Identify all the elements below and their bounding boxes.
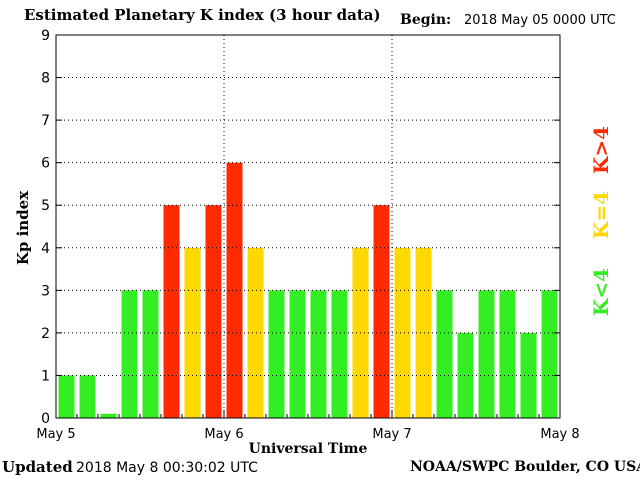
- y-tick-label: 9: [41, 28, 50, 44]
- kp-bar: [163, 205, 180, 418]
- kp-bar: [478, 290, 495, 418]
- begin-label: Begin:: [400, 12, 452, 28]
- y-tick-label: 3: [41, 283, 50, 299]
- x-axis-label: Universal Time: [249, 441, 368, 457]
- tick-labels: 0 1 2 3 4 5 6 7 8 9 May 5 May 6 May 7 May 8: [36, 28, 579, 442]
- y-axis-label: Kp index: [14, 190, 32, 265]
- y-tick-label: 5: [41, 198, 50, 214]
- y-tick-label: 8: [41, 71, 50, 87]
- updated-value: 2018 May 8 00:30:02 UTC: [76, 460, 258, 476]
- y-tick-label: 2: [41, 326, 50, 342]
- y-tick-label: 6: [41, 156, 50, 172]
- kp-bar: [268, 290, 285, 418]
- legend-item: K>4: [589, 126, 613, 174]
- kp-bar: [394, 247, 411, 418]
- y-tick-label: 4: [41, 241, 50, 257]
- kp-bar: [121, 290, 138, 418]
- kp-bar: [100, 413, 117, 418]
- kp-bar: [310, 290, 327, 418]
- x-tick-label: May 8: [540, 427, 579, 442]
- y-tick-label: 0: [41, 411, 50, 427]
- chart-title: Estimated Planetary K index (3 hour data…: [24, 6, 381, 24]
- y-tick-label: 1: [41, 368, 50, 384]
- kp-bar: [373, 205, 390, 418]
- axes: [55, 34, 561, 419]
- kp-bar: [415, 247, 432, 418]
- kp-bar: [499, 290, 516, 418]
- kp-bar: [331, 290, 348, 418]
- kp-bar: [457, 332, 474, 418]
- x-tick-label: May 5: [36, 427, 75, 442]
- legend-item: K=4: [589, 191, 613, 239]
- y-tick-label: 7: [41, 113, 50, 129]
- kp-bar: [226, 162, 243, 418]
- grid-lines: [56, 35, 560, 418]
- credit-text: NOAA/SWPC Boulder, CO USA: [410, 459, 640, 475]
- kp-bar: [79, 375, 96, 418]
- legend: K>4 K=4 K<4: [589, 126, 613, 316]
- kp-bar: [289, 290, 306, 418]
- kp-bar: [247, 247, 264, 418]
- begin-value: 2018 May 05 0000 UTC: [464, 13, 616, 28]
- x-tick-label: May 6: [204, 427, 243, 442]
- plot-background: [56, 35, 560, 418]
- kp-bar: [541, 290, 558, 418]
- plot-area: [56, 35, 560, 418]
- kp-bar: [205, 205, 222, 418]
- updated-label: Updated: [2, 458, 73, 476]
- kp-bar: [142, 290, 159, 418]
- x-tick-label: May 7: [372, 427, 411, 442]
- legend-item: K<4: [589, 268, 613, 316]
- kp-bar: [58, 375, 75, 418]
- kp-bar: [436, 290, 453, 418]
